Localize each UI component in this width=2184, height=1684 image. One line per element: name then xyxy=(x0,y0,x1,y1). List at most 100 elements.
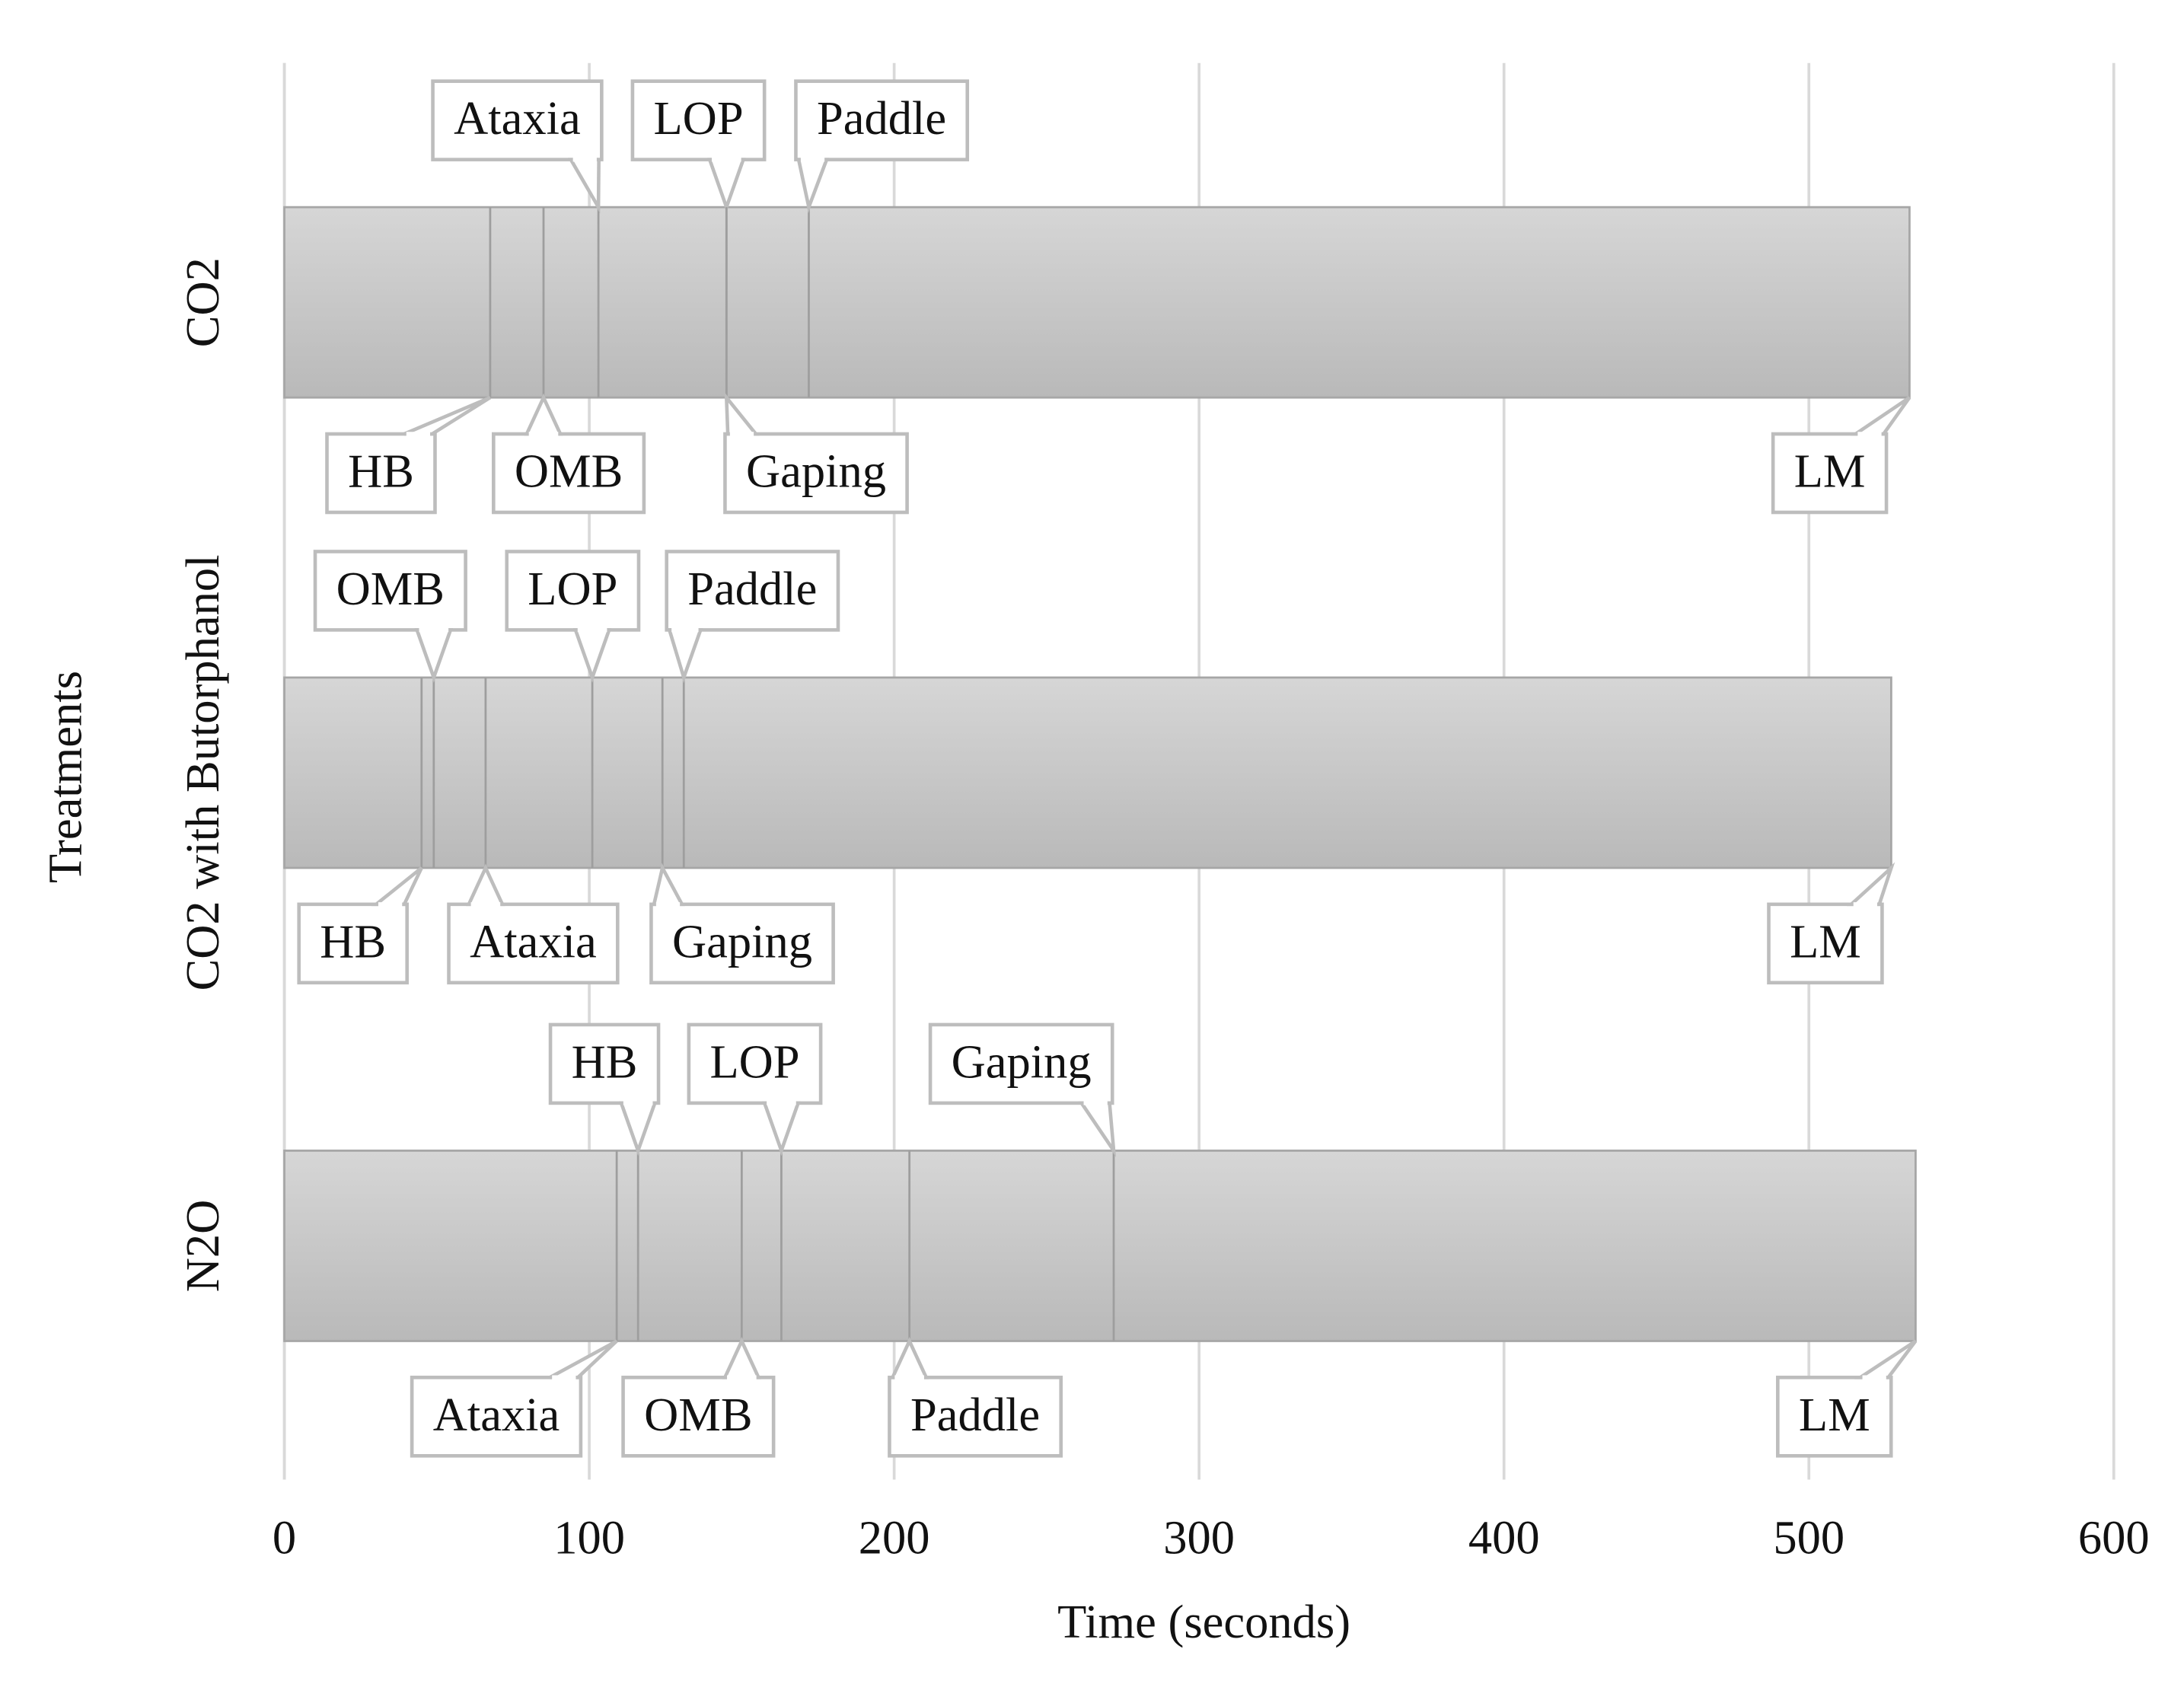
x-tick-label: 600 xyxy=(2078,1511,2150,1564)
category-label: N2O xyxy=(176,1200,229,1293)
callout: Gaping xyxy=(723,392,909,515)
callout-box xyxy=(325,432,437,515)
callout-pointer xyxy=(572,628,612,683)
callout-pointer xyxy=(1850,396,1911,436)
callout-pointer xyxy=(889,1337,929,1379)
callout-box xyxy=(888,1376,1063,1458)
x-axis-label: Time (seconds) xyxy=(1057,1595,1350,1648)
bar xyxy=(283,206,1911,399)
callout: Ataxia xyxy=(431,79,604,214)
callout-box xyxy=(1767,902,1884,985)
callout-pointer xyxy=(403,396,492,436)
x-tick-label: 200 xyxy=(859,1511,930,1564)
callout-box xyxy=(687,1022,823,1105)
callout: LM xyxy=(1767,862,1895,985)
callout-box xyxy=(928,1022,1114,1105)
callout: HB xyxy=(325,396,492,515)
callout-pointer xyxy=(707,158,746,213)
event-label: Gaping xyxy=(952,1035,1092,1088)
event-label: LOP xyxy=(709,1035,799,1088)
event-label: OMB xyxy=(336,562,445,615)
callout-pointer xyxy=(414,628,454,683)
callout-box xyxy=(431,79,604,161)
callout: LM xyxy=(1771,396,1911,515)
event-label: Ataxia xyxy=(470,914,597,968)
event-label: Ataxia xyxy=(454,91,581,145)
event-label: HB xyxy=(320,914,386,968)
callout: LOP xyxy=(687,1022,823,1156)
event-label: LOP xyxy=(654,91,744,145)
callout-pointer xyxy=(722,1337,762,1379)
callout-pointer xyxy=(1854,1339,1918,1379)
callout-pointer xyxy=(466,863,505,907)
event-label: OMB xyxy=(644,1388,752,1441)
category-label: CO2 xyxy=(176,257,229,347)
callout: Paddle xyxy=(888,1337,1063,1458)
callout-box xyxy=(505,550,641,632)
x-tick-label: 0 xyxy=(273,1511,296,1564)
callout: Paddle xyxy=(794,79,970,214)
event-label: Gaping xyxy=(746,445,886,498)
callout-box xyxy=(297,902,409,985)
callout-pointer xyxy=(762,1101,801,1156)
event-label: Paddle xyxy=(910,1388,1040,1441)
callout: Ataxia xyxy=(410,1339,618,1458)
callout-box xyxy=(492,432,646,515)
callout-pointer xyxy=(1078,1101,1117,1158)
callout: Gaping xyxy=(649,863,835,985)
callout-box xyxy=(313,550,467,632)
y-axis-label: Treatments xyxy=(39,671,92,883)
callout-pointer xyxy=(1847,862,1895,907)
event-label: LM xyxy=(1794,445,1866,498)
callout-pointer xyxy=(371,866,423,907)
event-label: HB xyxy=(572,1035,638,1088)
callout-pointer xyxy=(724,392,760,436)
event-label: LM xyxy=(1799,1388,1870,1441)
callout-box xyxy=(1776,1376,1893,1458)
callout: OMB xyxy=(313,550,467,683)
callout: HB xyxy=(548,1022,661,1156)
event-label: LM xyxy=(1790,914,1861,968)
category-label: CO2 with Butorphanol xyxy=(176,555,229,991)
x-tick-label: 300 xyxy=(1163,1511,1235,1564)
callout-pointer xyxy=(549,1339,618,1379)
callout-pointer xyxy=(524,393,563,436)
callout: Paddle xyxy=(665,550,840,684)
event-label: HB xyxy=(348,445,414,498)
callout-box xyxy=(649,902,835,985)
callout-box xyxy=(794,79,970,161)
callout: Ataxia xyxy=(447,863,620,985)
callout-box xyxy=(665,550,840,632)
event-label: OMB xyxy=(515,445,623,498)
bar xyxy=(283,1150,1917,1342)
event-label: Gaping xyxy=(672,914,812,968)
callout-box xyxy=(621,1376,776,1458)
callout-box xyxy=(410,1376,583,1458)
bar xyxy=(283,676,1892,869)
event-label: Ataxia xyxy=(433,1388,560,1441)
event-label: Paddle xyxy=(817,91,946,145)
callout-box xyxy=(630,79,767,161)
callout-pointer xyxy=(618,1101,658,1156)
callout: HB xyxy=(297,866,423,985)
callout-box xyxy=(723,432,909,515)
x-tick-label: 400 xyxy=(1468,1511,1540,1564)
callout: Gaping xyxy=(928,1022,1117,1158)
callout-box xyxy=(1771,432,1889,515)
x-tick-label: 500 xyxy=(1773,1511,1844,1564)
callout: LM xyxy=(1776,1339,1918,1458)
callout: OMB xyxy=(492,393,646,515)
callout-pointer xyxy=(652,863,685,907)
callout-box xyxy=(548,1022,661,1105)
callout-box xyxy=(447,902,620,985)
event-label: LOP xyxy=(528,562,617,615)
callout-pointer xyxy=(667,628,703,684)
event-label: Paddle xyxy=(687,562,817,615)
callout-pointer xyxy=(567,158,601,214)
callout: LOP xyxy=(505,550,641,683)
callout-pointer xyxy=(796,158,830,214)
callout: LOP xyxy=(630,79,767,213)
callout: OMB xyxy=(621,1337,776,1458)
